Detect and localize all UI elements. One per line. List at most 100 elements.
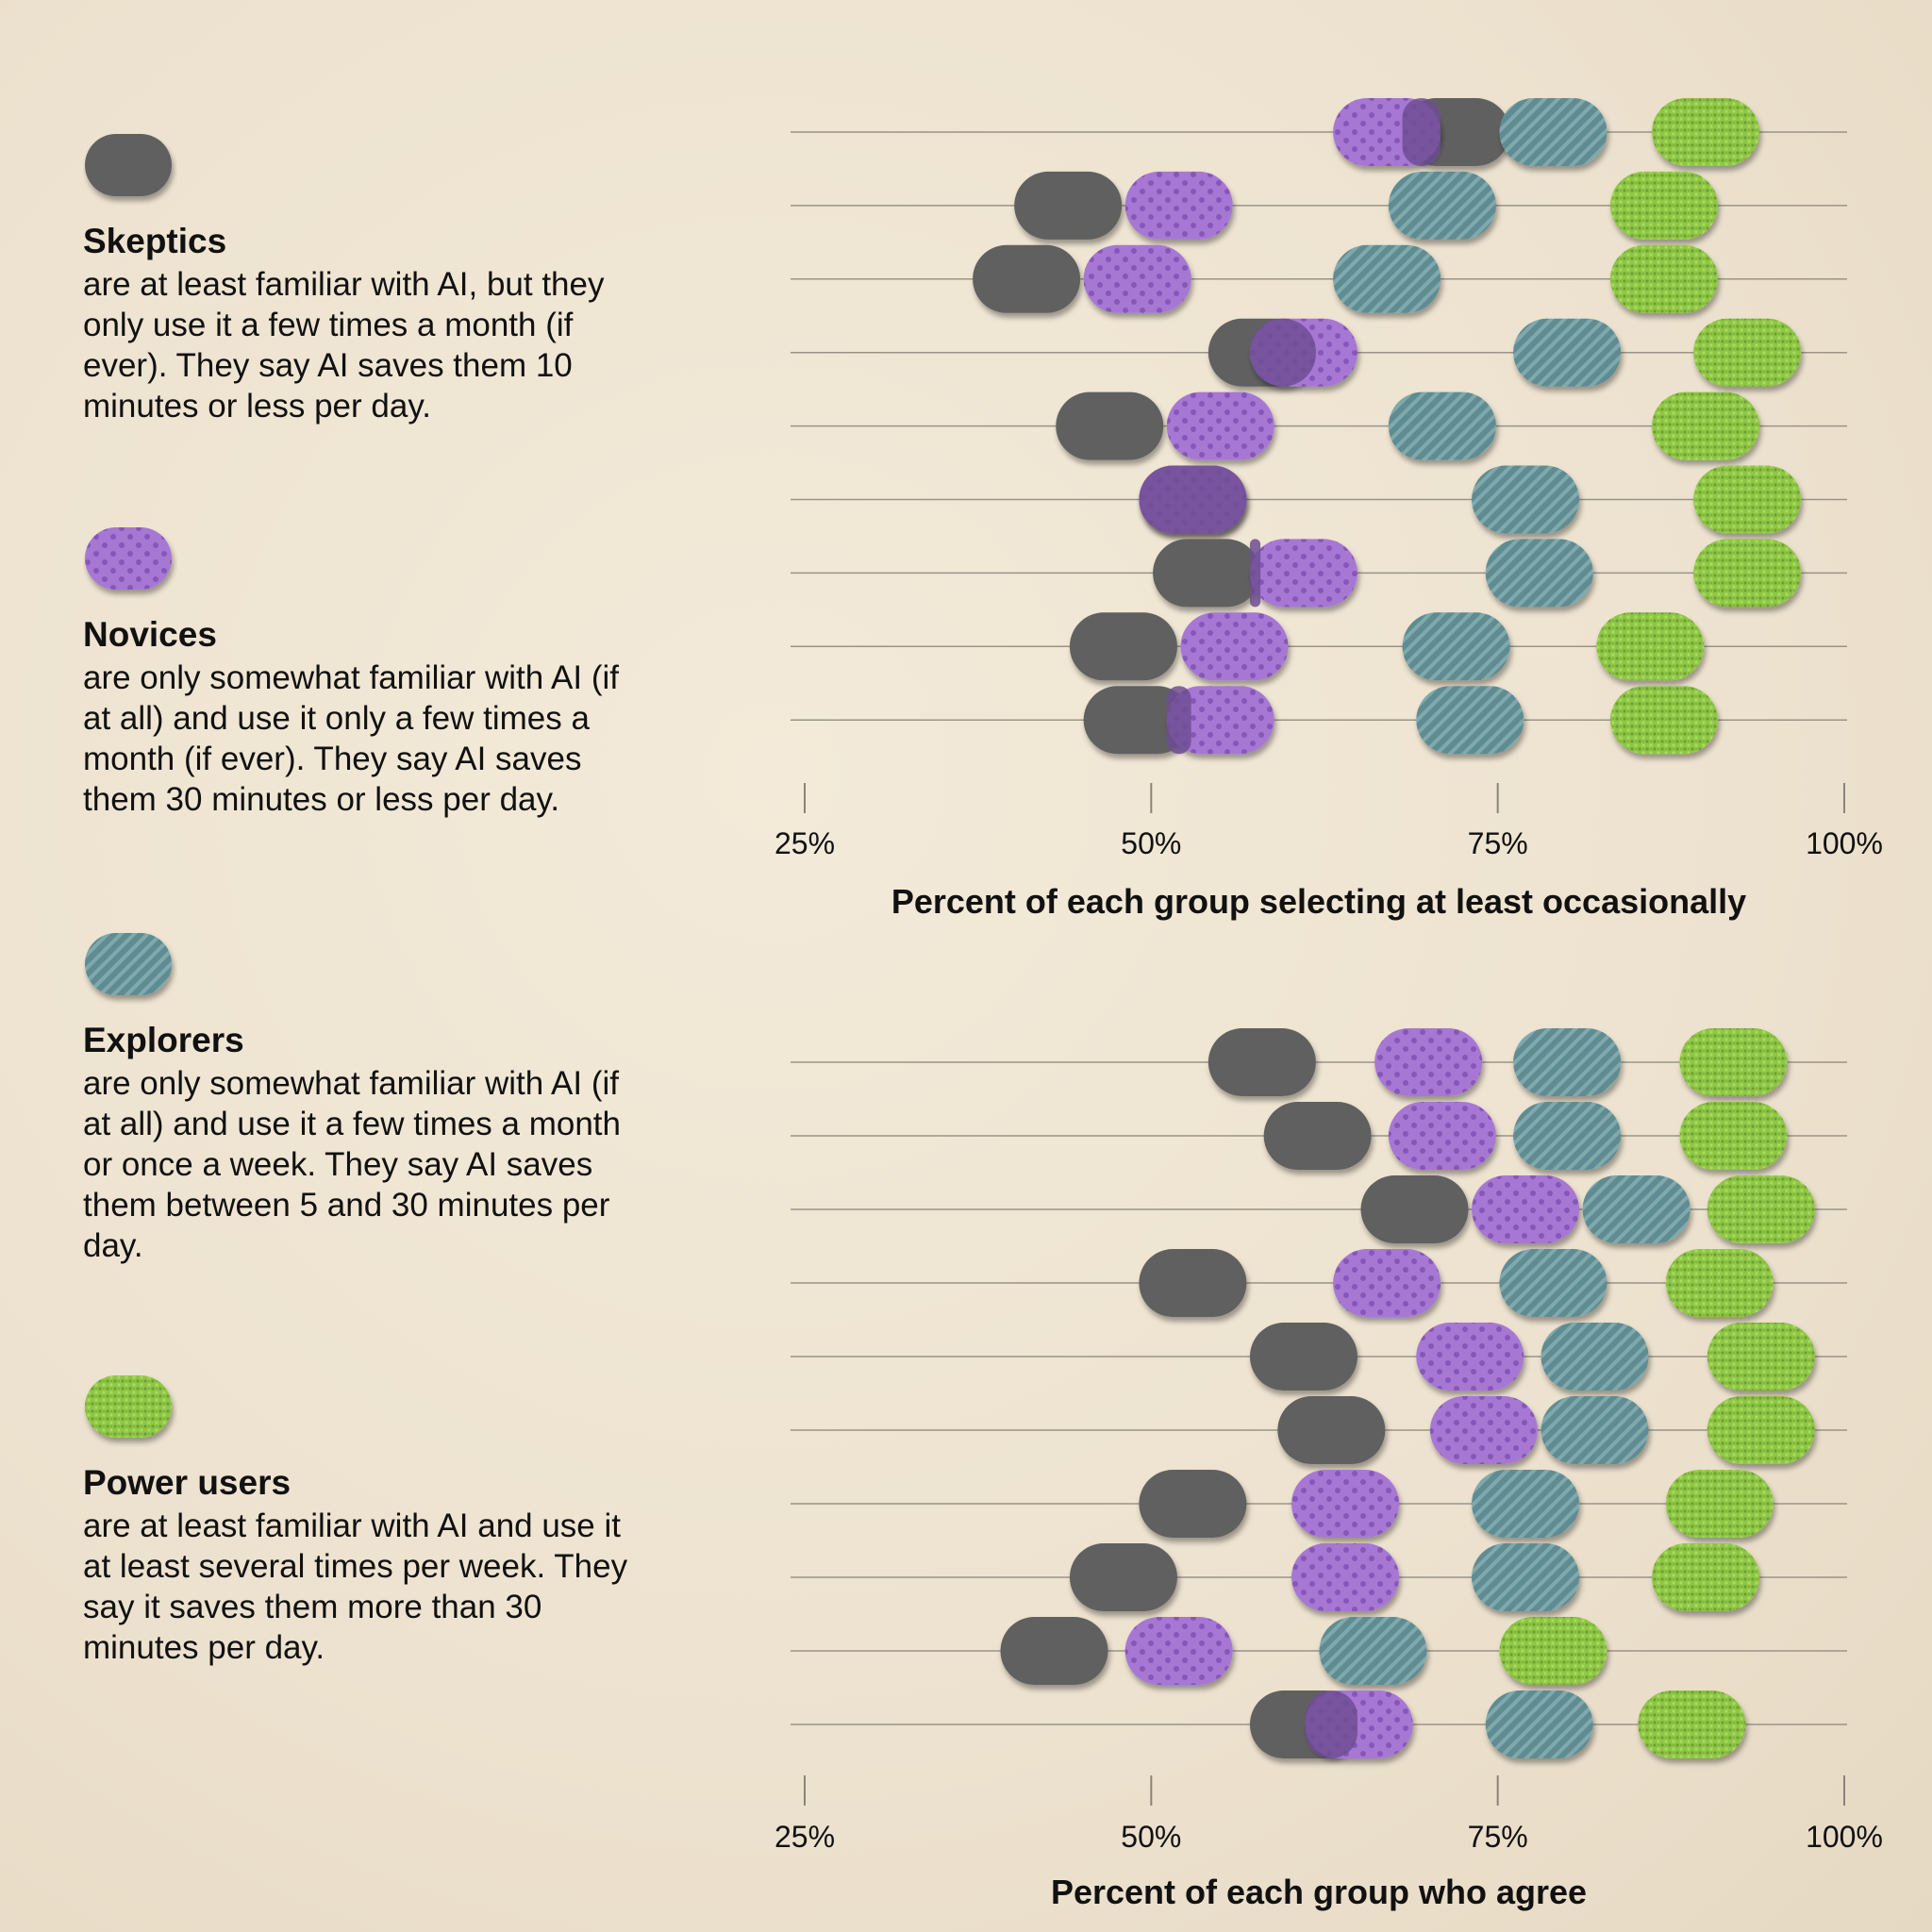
data-pill-power-users: Power users: 94% bbox=[1707, 1323, 1815, 1391]
overlap-skeptics-novices bbox=[1249, 318, 1316, 387]
data-pill-skeptics: Skeptics: 53% bbox=[1139, 1249, 1247, 1317]
chart-2: Skeptics: 58% Novices: 70% Explorers: 80% P… bbox=[774, 1028, 1883, 1911]
legend-swatch-pill bbox=[85, 933, 172, 995]
legend-explorers-title: Explorers bbox=[83, 1021, 244, 1059]
data-pill-power-users: Power users: 90% bbox=[1652, 391, 1760, 460]
tick-label: 100% bbox=[1806, 826, 1883, 860]
data-pill-skeptics: Skeptics: 69% bbox=[1360, 1175, 1469, 1243]
data-pill-power-users: Power users: 87% bbox=[1609, 686, 1718, 755]
data-pill-novices: Novices: 74% bbox=[1429, 1396, 1538, 1464]
tick-label: 100% bbox=[1806, 1820, 1883, 1854]
legend-explorers: Explorers are only somewhat familiar wit… bbox=[83, 929, 649, 1266]
legend-novices-title: Novices bbox=[83, 615, 217, 654]
data-pill-power-users: Power users: 79% bbox=[1499, 1617, 1607, 1685]
legend: Skeptics are at least familiar with AI, … bbox=[83, 0, 649, 1932]
overlap-skeptics-novices bbox=[1166, 686, 1191, 755]
legend-power-users-swatch bbox=[85, 1375, 172, 1438]
data-pill-power-users: Power users: 92% bbox=[1679, 1102, 1788, 1170]
data-pill-novices: Novices: 64% bbox=[1291, 1543, 1400, 1611]
data-pill-explorers: Explorers: 80% bbox=[1513, 1028, 1622, 1096]
data-pill-power-users: Power users: 89% bbox=[1638, 1690, 1746, 1758]
data-pill-skeptics: Skeptics: 53% bbox=[1139, 1470, 1247, 1538]
data-pill-power-users: Power users: 90% bbox=[1652, 1543, 1760, 1611]
data-pill-skeptics: Skeptics: 61% bbox=[1249, 1323, 1357, 1391]
data-pill-explorers: Explorers: 72% bbox=[1402, 612, 1510, 681]
data-pill-explorers: Explorers: 77% bbox=[1472, 1543, 1580, 1611]
overlap-skeptics-novices bbox=[1305, 1690, 1357, 1758]
legend-skeptics-swatch bbox=[85, 134, 172, 196]
data-pill-novices: Novices: 73% bbox=[1416, 1323, 1524, 1391]
data-pill-skeptics: Skeptics: 49% bbox=[1083, 686, 1191, 755]
data-pill-novices: Novices: 70% bbox=[1374, 1028, 1483, 1096]
overlap-skeptics-novices bbox=[1139, 465, 1247, 534]
data-pill-explorers: Explorers: 66% bbox=[1319, 1617, 1427, 1685]
data-pill-explorers: Explorers: 71% bbox=[1388, 391, 1496, 460]
data-pill-skeptics: Skeptics: 47% bbox=[1056, 391, 1164, 460]
data-pill-power-users: Power users: 86% bbox=[1596, 612, 1705, 681]
data-pill-skeptics: Skeptics: 62% bbox=[1263, 1102, 1372, 1170]
data-pill-power-users: Power users: 94% bbox=[1707, 1175, 1815, 1243]
data-pill-explorers: Explorers: 82% bbox=[1541, 1323, 1649, 1391]
legend-swatch-pill bbox=[85, 134, 172, 196]
tick-label: 75% bbox=[1468, 826, 1528, 860]
data-pill-skeptics: Skeptics: 48% bbox=[1069, 1543, 1177, 1611]
data-pill-novices: Novices: 61% bbox=[1249, 539, 1357, 608]
data-pill-power-users: Power users: 93% bbox=[1693, 318, 1802, 387]
data-pill-skeptics: Skeptics: 48% bbox=[1069, 612, 1177, 681]
legend-novices-description: are only somewhat familiar with AI (if a… bbox=[83, 659, 619, 818]
data-pill-power-users: Power users: 90% bbox=[1652, 98, 1760, 166]
legend-novices: Novices are only somewhat familiar with … bbox=[83, 524, 649, 820]
legend-novices-swatch bbox=[85, 527, 172, 590]
data-pill-explorers: Explorers: 79% bbox=[1499, 1249, 1607, 1317]
tick-label: 75% bbox=[1468, 1820, 1528, 1854]
data-pill-explorers: Explorers: 71% bbox=[1388, 171, 1496, 240]
data-pill-skeptics: Skeptics: 58% bbox=[1208, 1028, 1316, 1096]
data-pill-explorers: Explorers: 80% bbox=[1513, 318, 1622, 387]
data-pill-explorers: Explorers: 67% bbox=[1333, 244, 1441, 313]
overlap-skeptics-novices bbox=[1249, 539, 1261, 608]
data-pill-skeptics: Skeptics: 41% bbox=[973, 244, 1081, 313]
data-pill-power-users: Power users: 93% bbox=[1693, 465, 1802, 534]
legend-skeptics-title: Skeptics bbox=[83, 222, 227, 260]
legend-power-users: Power users are at least familiar with A… bbox=[83, 1372, 649, 1668]
data-pill-novices: Novices: 52% bbox=[1124, 1617, 1233, 1685]
data-pill-skeptics: Skeptics: 44% bbox=[1014, 171, 1123, 240]
data-pill-skeptics: Skeptics: 63% bbox=[1277, 1396, 1386, 1464]
tick-label: 50% bbox=[1121, 826, 1181, 860]
tick-label: 50% bbox=[1121, 1820, 1181, 1854]
data-pill-power-users: Power users: 91% bbox=[1665, 1249, 1774, 1317]
x-axis-label: Percent of each group who agree bbox=[1051, 1873, 1587, 1911]
legend-explorers-swatch bbox=[85, 933, 172, 995]
data-pill-novices: Novices: 67% bbox=[1333, 1249, 1441, 1317]
data-pill-novices: Novices: 49% bbox=[1083, 244, 1191, 313]
overlap-skeptics-novices bbox=[1402, 98, 1441, 166]
data-pill-explorers: Explorers: 79% bbox=[1499, 98, 1607, 166]
data-pill-explorers: Explorers: 77% bbox=[1472, 1470, 1580, 1538]
data-pill-power-users: Power users: 94% bbox=[1707, 1396, 1815, 1464]
legend-skeptics: Skeptics are at least familiar with AI, … bbox=[83, 130, 649, 426]
legend-explorers-description: are only somewhat familiar with AI (if a… bbox=[83, 1065, 621, 1264]
data-pill-explorers: Explorers: 85% bbox=[1582, 1175, 1690, 1243]
data-pill-explorers: Explorers: 77% bbox=[1472, 465, 1580, 534]
legend-power-users-description: are at least familiar with AI and use it… bbox=[83, 1507, 628, 1666]
data-pill-novices: Novices: 64% bbox=[1291, 1470, 1400, 1538]
data-pill-explorers: Explorers: 78% bbox=[1485, 1690, 1593, 1758]
legend-swatch-pill bbox=[85, 1375, 172, 1438]
legend-power-users-title: Power users bbox=[83, 1463, 291, 1502]
legend-skeptics-description: are at least familiar with AI, but they … bbox=[83, 266, 605, 425]
data-pill-novices: Novices: 52% bbox=[1124, 171, 1233, 240]
data-pill-novices: Novices: 56% bbox=[1180, 612, 1289, 681]
chart-1: Skeptics: 72%Novices: 67%Explorers: 79%P… bbox=[774, 98, 1883, 921]
data-pill-novices: Novices: 55% bbox=[1166, 391, 1274, 460]
tick-label: 25% bbox=[774, 1820, 835, 1854]
data-pill-novices: Novices: 55% bbox=[1166, 686, 1274, 755]
data-pill-novices: Novices: 77% bbox=[1472, 1175, 1580, 1243]
data-pill-explorers: Explorers: 78% bbox=[1485, 539, 1593, 608]
data-pill-power-users: Power users: 92% bbox=[1679, 1028, 1788, 1096]
data-pill-explorers: Explorers: 80% bbox=[1513, 1102, 1622, 1170]
tick-label: 25% bbox=[774, 826, 835, 860]
data-pill-power-users: Power users: 87% bbox=[1609, 244, 1718, 313]
data-pill-skeptics: Skeptics: 43% bbox=[1000, 1617, 1108, 1685]
legend-swatch-pill bbox=[85, 527, 172, 590]
